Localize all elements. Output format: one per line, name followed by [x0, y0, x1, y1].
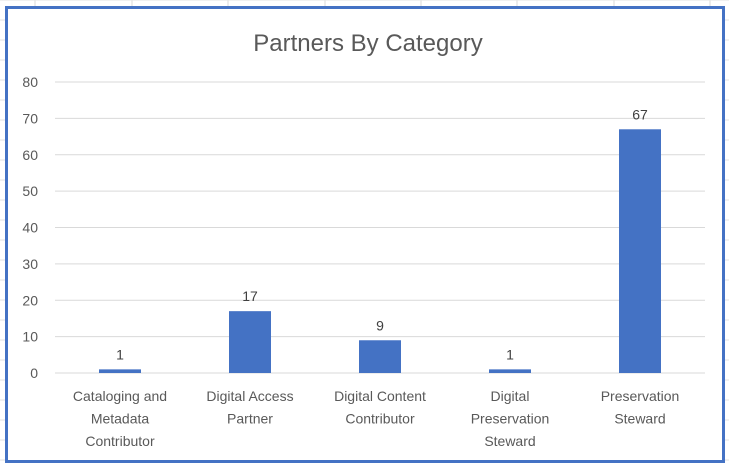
bar[interactable] [229, 311, 271, 373]
bar-chart: Partners By Category 0 10 20 30 40 50 60 70 80 1… [22, 30, 705, 449]
bars [99, 129, 661, 373]
y-tick-label: 40 [22, 220, 38, 236]
data-labels: 1 17 9 1 67 [116, 106, 648, 362]
bar[interactable] [359, 340, 401, 373]
bar[interactable] [619, 129, 661, 373]
y-tick-label: 10 [22, 329, 38, 345]
y-tick-label: 70 [22, 110, 38, 126]
y-tick-label: 20 [22, 292, 38, 308]
y-tick-label: 30 [22, 256, 38, 272]
bar[interactable] [489, 369, 531, 373]
data-label: 9 [376, 317, 384, 333]
category-label: Digital Preservation Steward [471, 388, 550, 449]
category-label: Cataloging and Metadata Contributor [73, 388, 167, 449]
y-tick-label: 50 [22, 183, 38, 199]
x-axis-category-labels: Cataloging and Metadata Contributor Digital… [73, 388, 679, 449]
y-axis-tick-labels: 0 10 20 30 40 50 60 70 80 [22, 74, 38, 381]
y-tick-label: 60 [22, 147, 38, 163]
category-label: Digital Content Contributor [334, 388, 426, 427]
data-label: 1 [116, 346, 124, 362]
category-label: Preservation Steward [601, 388, 680, 427]
data-label: 67 [632, 106, 648, 122]
y-tick-label: 0 [30, 365, 38, 381]
bar[interactable] [99, 369, 141, 373]
y-tick-label: 80 [22, 74, 38, 90]
category-label: Digital Access Partner [206, 388, 293, 427]
data-label: 17 [242, 288, 258, 304]
data-label: 1 [506, 346, 514, 362]
gridlines [55, 81, 705, 374]
chart-title: Partners By Category [253, 30, 482, 57]
chart-area[interactable]: Partners By Category 0 10 20 30 40 50 60 70 80 1… [5, 6, 725, 463]
